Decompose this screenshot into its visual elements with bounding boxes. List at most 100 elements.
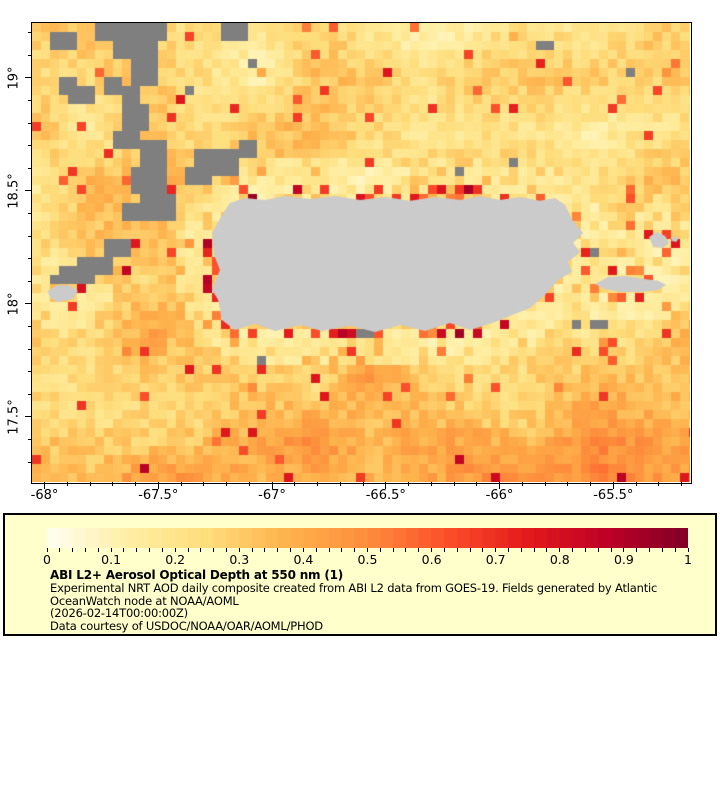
y-minor-tick [28, 348, 32, 350]
y-tick-label: 19° [6, 66, 22, 90]
colorbar-tick-label: 0.5 [357, 552, 378, 567]
colorbar-tick [46, 548, 48, 552]
x-minor-tick [294, 482, 296, 486]
x-minor-tick [476, 482, 478, 486]
x-minor-tick [180, 482, 182, 486]
y-tick-label: 18° [6, 292, 22, 316]
y-minor-tick [28, 258, 32, 260]
x-minor-tick [203, 482, 205, 486]
colorbar-tick [674, 548, 676, 552]
colorbar-tick-label: 0.9 [613, 552, 634, 567]
colorbar-tick [623, 548, 625, 552]
x-minor-tick [135, 482, 137, 486]
y-minor-tick [28, 393, 32, 395]
colorbar-tick [136, 548, 138, 552]
colorbar-tick [328, 548, 330, 552]
colorbar-tick [661, 548, 663, 552]
legend-line-4: Data courtesy of USDOC/NOAA/OAR/AOML/PHO… [50, 618, 323, 633]
colorbar-tick [418, 548, 420, 552]
colorbar-tick [584, 548, 586, 552]
x-minor-tick [635, 482, 637, 486]
colorbar-tick [597, 548, 599, 552]
colorbar-tick [687, 548, 689, 552]
x-major-tick [612, 482, 614, 489]
colorbar-tick [572, 548, 574, 552]
y-minor-tick [28, 100, 32, 102]
colorbar-gradient [47, 528, 688, 548]
x-major-tick [44, 482, 45, 489]
colorbar-tick [405, 548, 407, 552]
colorbar-tick [161, 548, 163, 552]
colorbar-tick [264, 548, 266, 552]
colorbar-tick [610, 548, 612, 552]
colorbar-tick [238, 548, 240, 552]
y-tick-label: 17.5° [6, 399, 22, 435]
colorbar-tick-label: 0 [43, 552, 51, 567]
x-minor-tick [590, 482, 592, 486]
colorbar-tick [149, 548, 151, 552]
y-minor-tick [28, 54, 32, 56]
colorbar-tick [354, 548, 356, 552]
x-tick-label: -65.5° [593, 488, 634, 503]
colorbar-tick [482, 548, 484, 552]
colorbar-tick [174, 548, 176, 552]
x-minor-tick [112, 482, 114, 486]
colorbar-tick [546, 548, 548, 552]
x-minor-tick [362, 482, 364, 486]
legend-panel: 0 0.1 0.2 0.3 0.4 0.5 0.6 0.7 0.8 0.9 1 ABI L2+ Ae… [3, 513, 717, 636]
legend-line-2: OceanWatch node at NOAA/AOML [50, 593, 239, 608]
colorbar-tick [315, 548, 317, 552]
x-minor-tick [317, 482, 319, 486]
colorbar-tick [431, 548, 433, 552]
colorbar-tick-label: 0.2 [165, 552, 186, 567]
x-minor-tick [89, 482, 91, 486]
x-minor-tick [66, 482, 68, 486]
y-major-tick [25, 77, 32, 79]
x-tick-label: -67.5° [138, 488, 179, 503]
y-major-tick [25, 190, 32, 192]
colorbar-tick [469, 548, 471, 552]
x-minor-tick [544, 482, 546, 486]
x-tick-label: -68° [30, 488, 59, 503]
colorbar-tick [443, 548, 445, 552]
x-major-tick [271, 482, 273, 489]
x-minor-tick [658, 482, 660, 486]
y-minor-tick [28, 326, 32, 327]
x-major-tick [385, 482, 387, 489]
y-minor-tick [28, 461, 32, 463]
x-major-tick [499, 482, 501, 489]
x-tick-label: -66° [485, 488, 514, 503]
colorbar-tick [508, 548, 510, 552]
colorbar-tick [456, 548, 458, 552]
x-minor-tick [567, 482, 569, 486]
legend-line-1: Experimental NRT AOD daily composite cre… [50, 581, 658, 595]
colorbar-tick [277, 548, 279, 552]
colorbar-tick [290, 548, 292, 552]
colorbar-tick-label: 0.1 [101, 552, 122, 567]
colorbar-tick [495, 548, 497, 552]
colorbar-tick [225, 548, 227, 552]
legend-line-3: (2026-02-14T00:00:00Z) [50, 606, 188, 621]
x-minor-tick [430, 482, 432, 486]
colorbar-tick [97, 548, 99, 552]
x-minor-tick [408, 482, 410, 486]
colorbar-tick [533, 548, 535, 552]
colorbar-tick [187, 548, 189, 552]
y-tick-label: 18.5° [6, 173, 22, 209]
colorbar-tick [392, 548, 394, 552]
y-minor-tick [28, 145, 32, 147]
y-minor-tick [28, 371, 32, 373]
colorbar-tick [200, 548, 202, 552]
aod-raster-map [32, 23, 690, 482]
colorbar-tick [213, 548, 215, 552]
x-tick-label: -66.5° [365, 488, 406, 503]
colorbar-tick [379, 548, 381, 552]
colorbar-tick [59, 548, 61, 552]
legend-text-block: ABI L2+ Aerosol Optical Depth at 550 nm … [50, 569, 657, 632]
y-minor-tick [28, 213, 32, 214]
colorbar-tick [559, 548, 561, 552]
colorbar-tick-label: 0.8 [549, 552, 570, 567]
colorbar-tick [649, 548, 651, 552]
y-major-tick [25, 416, 32, 418]
